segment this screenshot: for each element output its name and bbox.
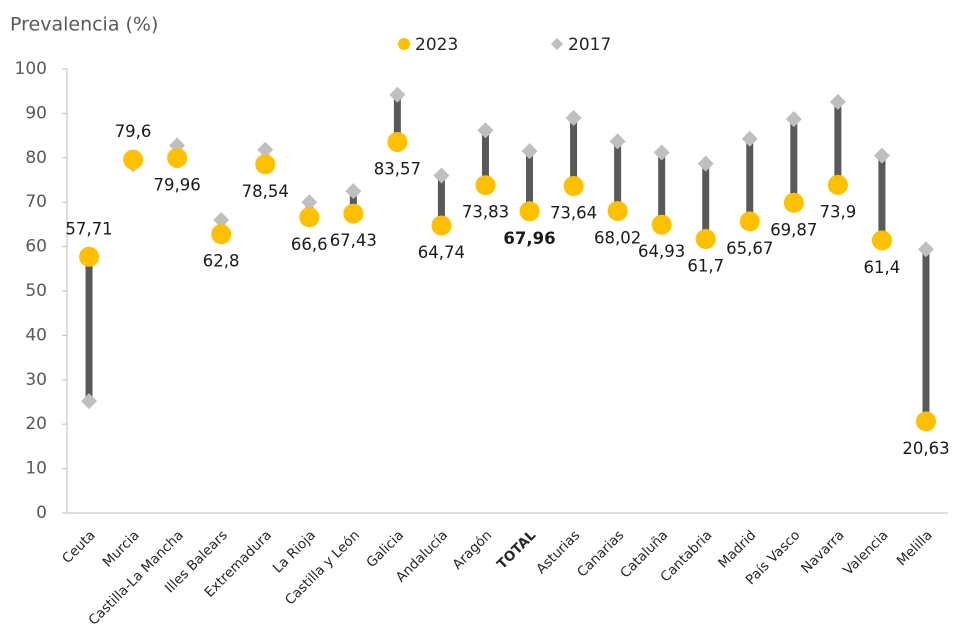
y-tick-label: 90 [25,103,47,123]
data-label: 83,57 [374,159,421,178]
y-tick-label: 10 [25,459,47,479]
y-tick-label: 80 [25,148,47,168]
y-tick-label: 50 [25,281,47,301]
y-tick-label: 100 [15,59,47,79]
data-label: 67,96 [503,229,555,248]
y-tick-label: 40 [25,325,47,345]
dot [211,224,232,245]
diamond [829,93,846,110]
diamond [301,194,318,211]
data-label: 73,83 [462,203,509,222]
diamond [433,167,450,184]
diamond [917,241,934,258]
dot [563,176,584,197]
data-label: 73,64 [550,204,597,223]
x-tick-label: Murcia [100,527,143,570]
data-label: 73,9 [820,202,857,221]
data-label: 64,93 [638,242,685,261]
diamond [697,155,714,172]
x-tick-label: Melilla [894,527,936,569]
diamond [609,133,626,150]
dot [827,174,848,195]
x-tick-label: Aragón [450,527,496,573]
data-label: 78,54 [242,182,289,201]
legend-marker [398,38,410,50]
y-tick-label: 30 [25,370,47,390]
dot [431,215,452,236]
diamond [477,122,494,139]
diamond [741,130,758,147]
diamond [345,183,362,200]
y-tick-label: 70 [25,192,47,212]
data-label: 64,74 [418,243,465,262]
dot [343,203,364,224]
dot [167,147,188,168]
dot [299,207,320,228]
diamond [653,144,670,161]
x-tick-label: Madrid [715,527,759,571]
dot [519,201,540,222]
legend-label: 2023 [415,35,458,55]
diamond [213,211,230,228]
dot [871,230,892,251]
y-tick-label: 0 [36,503,47,523]
diamond [257,141,274,158]
x-tick-label: Ceuta [59,527,98,566]
dot [739,211,760,232]
y-tick-label: 60 [25,237,47,257]
legend-marker [551,38,563,50]
data-label: 79,6 [115,122,152,141]
diamond [873,147,890,164]
dot [79,246,100,267]
data-label: 65,67 [726,239,773,258]
diamond [785,111,802,128]
dot [607,200,628,221]
dot [915,411,936,432]
dot [255,154,276,175]
dot [651,214,672,235]
data-label: 79,96 [154,175,201,194]
diamond [389,86,406,103]
diamond [521,143,538,160]
data-label: 69,87 [770,220,817,239]
dot [783,192,804,213]
data-label: 20,63 [902,439,949,458]
data-label: 68,02 [594,228,641,247]
data-label: 66,6 [291,235,328,254]
y-tick-label: 20 [25,414,47,434]
data-label: 61,4 [864,258,901,277]
dot [123,149,144,170]
diamond [81,393,98,410]
dot [475,175,496,196]
data-label: 57,71 [65,219,112,238]
x-tick-label: Galicia [363,527,407,571]
chart-title: Prevalencia (%) [10,14,158,36]
legend-label: 2017 [568,35,611,55]
data-label: 61,7 [687,257,724,276]
data-label: 67,43 [330,231,377,250]
dot [695,229,716,250]
data-label: 62,8 [203,252,240,271]
diamond [565,109,582,126]
x-tick-label: Navarra [798,527,847,576]
x-tick-label: Valencia [840,527,891,578]
dot [387,131,408,152]
